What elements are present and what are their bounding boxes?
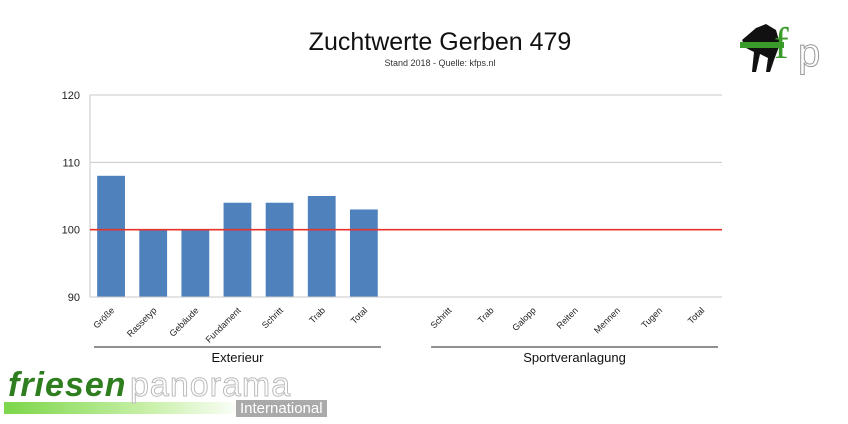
x-tick-label: Schritt	[260, 305, 285, 330]
x-tick-label: Gebäude	[167, 305, 200, 338]
x-tick-label: Größe	[91, 305, 116, 330]
x-tick-label: Schritt	[428, 305, 453, 330]
x-tick-label: Rassetyp	[125, 305, 159, 339]
y-tick-label: 90	[68, 292, 80, 304]
bar	[139, 229, 168, 297]
bar	[97, 175, 125, 297]
x-tick-label: Fundament	[204, 305, 244, 345]
y-tick-label: 110	[62, 157, 80, 169]
svg-text:p: p	[798, 31, 820, 75]
x-tick-label: Total	[349, 305, 370, 326]
bar	[307, 196, 336, 297]
bar	[181, 229, 210, 297]
kfp-logo: f p	[736, 10, 836, 80]
x-tick-label: Trab	[307, 305, 327, 325]
x-tick-label: Tugen	[639, 305, 664, 330]
x-tick-label: Galopp	[510, 305, 538, 333]
y-tick-label: 120	[62, 90, 80, 102]
x-tick-label: Trab	[476, 305, 496, 325]
friesenpanorama-logo: friesen panorama International	[4, 366, 334, 422]
bar	[223, 202, 252, 297]
x-tick-label: Reiten	[554, 305, 579, 330]
x-tick-label: Mennen	[592, 305, 622, 335]
bar	[265, 202, 294, 297]
x-tick-label: Total	[686, 305, 707, 326]
chart-subtitle: Stand 2018 - Quelle: kfps.nl	[384, 58, 496, 68]
chart-title: Zuchtwerte Gerben 479	[308, 28, 572, 56]
bar	[349, 209, 378, 297]
group-label: Sportveranlagung	[523, 350, 626, 365]
y-tick-label: 100	[62, 225, 80, 237]
svg-text:f: f	[774, 19, 789, 68]
group-label: Exterieur	[211, 350, 264, 365]
